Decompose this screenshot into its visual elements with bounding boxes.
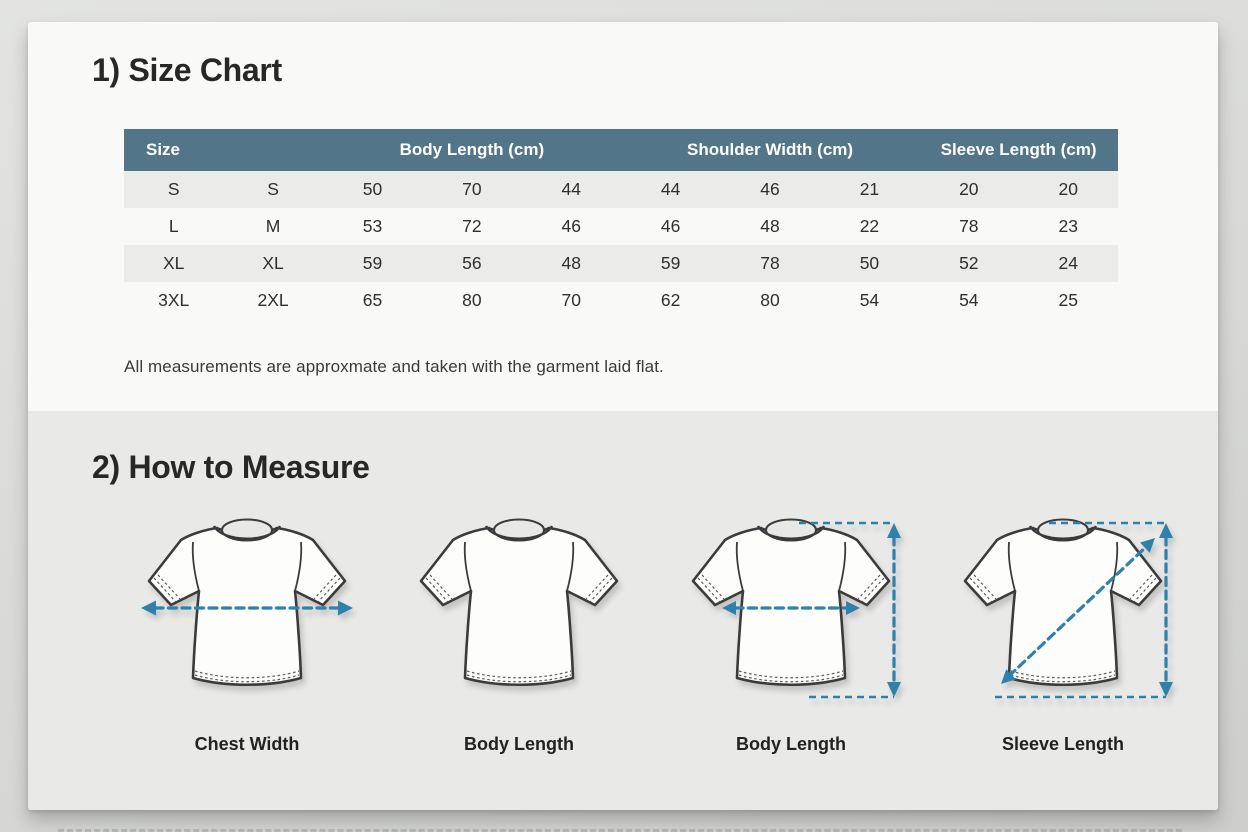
table-cell: S — [267, 178, 279, 199]
tshirt-plain-icon — [419, 518, 619, 686]
table-row: S S 50 70 44 44 46 21 20 20 — [124, 170, 1118, 208]
table-cell: 72 — [462, 215, 482, 236]
table-cell: XL — [162, 252, 185, 273]
diagram-body-length-2: Body Length — [680, 510, 902, 755]
table-cell: 59 — [660, 252, 681, 273]
size-chart-title: 1) Size Chart — [92, 52, 282, 88]
table-cell: 52 — [959, 252, 979, 273]
table-cell: 70 — [561, 289, 581, 310]
how-to-measure-title: 2) How to Measure — [92, 449, 370, 485]
diagram-label: Chest Width — [194, 733, 300, 754]
table-cell: 2XL — [257, 289, 289, 310]
table-cell: M — [265, 215, 281, 236]
table-cell: 25 — [1058, 289, 1078, 310]
vertical-dimension-line — [995, 521, 1173, 698]
tshirt-sleeve-length-icon — [963, 518, 1173, 698]
chest-width-arrow — [141, 600, 353, 616]
size-chart-section: 1) Size Chart Size Body Length (cm) Shou… — [28, 22, 1218, 411]
chest-width-arrow — [722, 600, 860, 615]
table-cell: 44 — [660, 178, 681, 199]
measurement-note: All measurements are approxmate and take… — [124, 356, 664, 376]
table-row: L M 53 72 46 46 48 22 78 23 — [124, 207, 1118, 245]
tshirt-body-length-icon — [691, 518, 901, 698]
table-cell: 21 — [859, 178, 880, 199]
table-cell: 3XL — [158, 289, 190, 310]
table-cell: 20 — [959, 178, 979, 199]
table-cell: 44 — [561, 178, 581, 199]
table-cell: 65 — [362, 289, 383, 310]
table-cell: 56 — [462, 252, 482, 273]
table-cell: 20 — [1058, 178, 1078, 199]
size-chart-table: Size Body Length (cm) Shoulder Width (cm… — [124, 128, 1118, 319]
table-cell: 24 — [1058, 252, 1078, 273]
table-cell: XL — [262, 252, 284, 273]
table-cell: 50 — [859, 252, 880, 273]
table-cell: 46 — [660, 215, 681, 236]
cutoff-stitch-line — [58, 829, 1182, 832]
table-cell: 22 — [859, 215, 880, 236]
table-cell: S — [167, 178, 180, 199]
diagram-sleeve-length: Sleeve Length — [952, 510, 1174, 755]
tshirt-chest-width-icon — [141, 518, 353, 686]
table-cell: 50 — [362, 178, 383, 199]
table-row: 3XL 2XL 65 80 70 62 80 54 54 25 — [124, 281, 1118, 319]
table-cell: 23 — [1058, 215, 1078, 236]
how-to-measure-section: 2) How to Measure — [28, 411, 1218, 810]
table-row: XL XL 59 56 48 59 78 50 52 24 — [124, 244, 1118, 282]
table-cell: 78 — [760, 252, 780, 273]
table-cell: 78 — [959, 215, 979, 236]
table-cell: 48 — [561, 252, 581, 273]
table-cell: 70 — [462, 178, 482, 199]
table-header-row: Size Body Length (cm) Shoulder Width (cm… — [124, 128, 1118, 171]
table-cell: 80 — [462, 289, 482, 310]
table-cell: 48 — [760, 215, 780, 236]
diagram-label: Body Length — [464, 733, 574, 754]
table-cell: 53 — [362, 215, 383, 236]
table-cell: L — [168, 215, 179, 236]
table-cell: 54 — [859, 289, 880, 310]
table-cell: 62 — [660, 289, 681, 310]
col-header-size: Size — [124, 128, 323, 171]
table-cell: 46 — [760, 178, 780, 199]
vertical-dimension-line — [799, 521, 901, 698]
diagram-label: Sleeve Length — [1001, 733, 1125, 754]
table-cell: 46 — [561, 215, 581, 236]
table-cell: 80 — [760, 289, 780, 310]
table-cell: 59 — [362, 252, 383, 273]
col-header-body-length: Body Length (cm) — [322, 128, 621, 171]
diagram-label: Body Length — [736, 733, 846, 754]
col-header-sleeve-length: Sleeve Length (cm) — [919, 128, 1118, 171]
col-header-shoulder-width: Shoulder Width (cm) — [620, 128, 920, 171]
size-guide-card: 1) Size Chart Size Body Length (cm) Shou… — [28, 22, 1218, 810]
diagram-row: Chest Width Body Length — [28, 510, 1218, 755]
sleeve-length-diagonal-arrow — [1001, 537, 1155, 684]
diagram-body-length-1: Body Length — [408, 510, 630, 755]
diagram-chest-width: Chest Width — [136, 510, 358, 755]
table-cell: 54 — [959, 289, 979, 310]
